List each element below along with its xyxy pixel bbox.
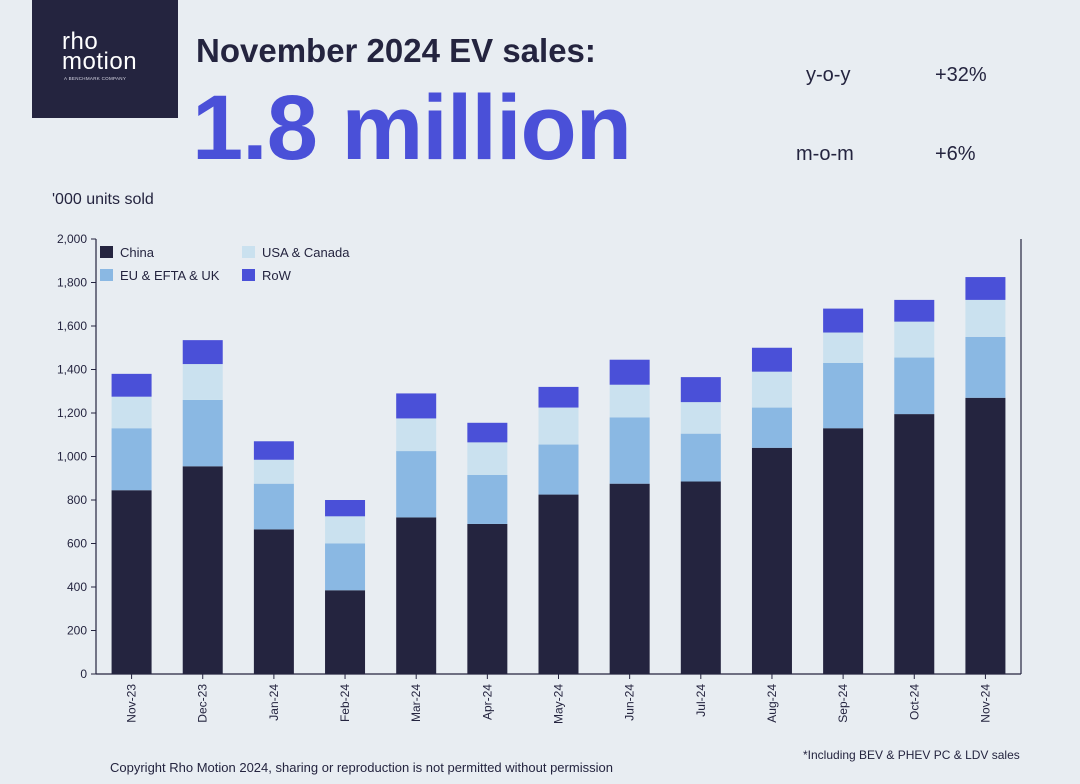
y-tick-label: 1,000 [57, 450, 87, 464]
bar-china-nov-24 [965, 397, 1006, 674]
bar-row-may-24 [538, 386, 579, 408]
bar-eu-efta-uk-jan-24 [253, 483, 294, 530]
bar-row-nov-24 [965, 277, 1006, 300]
stat-mom-label: m-o-m [796, 143, 854, 165]
y-tick-label: 1,400 [57, 363, 87, 377]
y-tick-label: 0 [80, 667, 87, 681]
bar-row-jul-24 [680, 377, 721, 403]
bar-usa-canada-sep-24 [823, 332, 864, 363]
bar-row-oct-24 [894, 299, 935, 322]
x-tick-label: Nov-24 [978, 684, 992, 723]
legend-label-usa-canada: USA & Canada [262, 245, 350, 260]
bar-china-oct-24 [894, 414, 935, 674]
bar-row-nov-23 [111, 373, 152, 397]
bar-row-sep-24 [823, 308, 864, 333]
bar-eu-efta-uk-jul-24 [680, 433, 721, 482]
bar-china-may-24 [538, 494, 579, 674]
bar-eu-efta-uk-jun-24 [609, 417, 650, 484]
x-tick-label: Oct-24 [907, 684, 921, 720]
bar-usa-canada-dec-23 [182, 364, 223, 400]
bar-usa-canada-jan-24 [253, 459, 294, 484]
bar-row-jan-24 [253, 441, 294, 460]
legend-swatch-row [242, 269, 255, 281]
bar-china-apr-24 [467, 523, 508, 674]
logo-text-motion: motion [62, 48, 138, 75]
bar-eu-efta-uk-may-24 [538, 444, 579, 495]
copyright-notice: Copyright Rho Motion 2024, sharing or re… [110, 760, 613, 775]
bar-china-feb-24 [325, 590, 366, 674]
x-tick-label: Sep-24 [836, 684, 850, 723]
bar-china-aug-24 [751, 447, 792, 674]
bar-china-nov-23 [111, 490, 152, 674]
bar-row-feb-24 [325, 500, 366, 517]
bar-usa-canada-may-24 [538, 407, 579, 445]
y-tick-label: 2,000 [57, 232, 87, 246]
bar-eu-efta-uk-dec-23 [182, 399, 223, 467]
bar-usa-canada-jun-24 [609, 384, 650, 418]
rho-motion-logo: rho motion A BENCHMARK COMPANY [32, 0, 178, 118]
x-tick-label: Jun-24 [623, 684, 637, 721]
bar-usa-canada-aug-24 [751, 371, 792, 408]
bar-usa-canada-nov-23 [111, 396, 152, 429]
bar-usa-canada-oct-24 [894, 321, 935, 358]
y-axis-unit-label: '000 units sold [52, 191, 154, 208]
x-tick-label: Nov-23 [125, 684, 139, 723]
bar-row-aug-24 [751, 347, 792, 372]
bar-china-jan-24 [253, 529, 294, 674]
x-tick-label: Feb-24 [338, 684, 352, 722]
footnote: *Including BEV & PHEV PC & LDV sales [803, 748, 1020, 762]
stat-yoy-value: +32% [935, 64, 987, 86]
bar-usa-canada-feb-24 [325, 516, 366, 544]
bar-usa-canada-nov-24 [965, 299, 1006, 337]
y-tick-label: 1,200 [57, 406, 87, 420]
legend-swatch-eu-efta-uk [100, 269, 113, 281]
bar-eu-efta-uk-oct-24 [894, 357, 935, 415]
stat-yoy-label: y-o-y [806, 64, 851, 86]
bar-china-mar-24 [396, 517, 437, 674]
x-tick-label: May-24 [552, 684, 566, 724]
x-tick-label: Jul-24 [694, 684, 708, 717]
x-tick-label: Apr-24 [480, 684, 494, 720]
y-tick-label: 200 [67, 624, 87, 638]
page-title: November 2024 EV sales: [196, 32, 596, 69]
stat-mom-value: +6% [935, 143, 976, 165]
legend-label-eu-efta-uk: EU & EFTA & UK [120, 268, 220, 283]
legend-label-china: China [120, 245, 155, 260]
bar-china-sep-24 [823, 428, 864, 674]
bar-row-mar-24 [396, 393, 437, 419]
bar-china-jun-24 [609, 483, 650, 674]
logo-text-rho: rho [62, 28, 99, 55]
bar-china-jul-24 [680, 481, 721, 674]
x-tick-label: Aug-24 [765, 684, 779, 723]
bar-eu-efta-uk-nov-23 [111, 428, 152, 491]
y-tick-label: 400 [67, 580, 87, 594]
bar-row-dec-23 [182, 340, 223, 365]
legend-swatch-usa-canada [242, 246, 255, 258]
bar-row-apr-24 [467, 422, 508, 443]
bar-eu-efta-uk-feb-24 [325, 543, 366, 591]
bar-eu-efta-uk-aug-24 [751, 407, 792, 448]
y-tick-label: 800 [67, 493, 87, 507]
legend-label-row: RoW [262, 268, 292, 283]
bar-usa-canada-mar-24 [396, 418, 437, 452]
x-tick-label: Jan-24 [267, 684, 281, 721]
bar-eu-efta-uk-nov-24 [965, 336, 1006, 398]
legend-swatch-china [100, 246, 113, 258]
bar-usa-canada-jul-24 [680, 402, 721, 434]
bar-eu-efta-uk-apr-24 [467, 474, 508, 524]
y-tick-label: 1,600 [57, 319, 87, 333]
x-tick-label: Mar-24 [409, 684, 423, 722]
y-tick-label: 1,800 [57, 276, 87, 290]
bar-eu-efta-uk-sep-24 [823, 362, 864, 429]
headline-total-value: 1.8 million [192, 77, 632, 179]
bar-usa-canada-apr-24 [467, 442, 508, 475]
y-tick-label: 600 [67, 537, 87, 551]
bar-row-jun-24 [609, 359, 650, 385]
logo-tagline: A BENCHMARK COMPANY [64, 76, 127, 81]
x-tick-label: Dec-23 [196, 684, 210, 723]
bar-eu-efta-uk-mar-24 [396, 451, 437, 518]
bar-china-dec-23 [182, 466, 223, 674]
